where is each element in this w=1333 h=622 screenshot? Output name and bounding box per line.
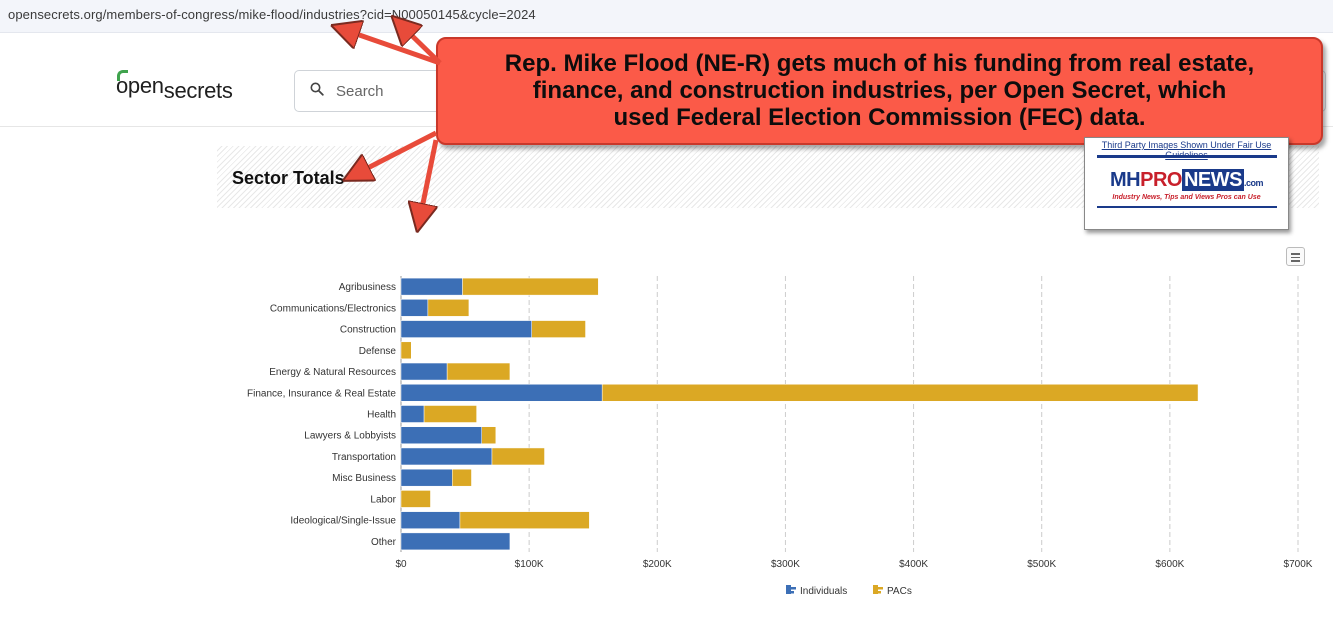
x-tick-label: $200K [643, 559, 672, 570]
legend-swatch-individuals [791, 587, 796, 590]
bar-individuals [400, 532, 511, 551]
divider [1097, 155, 1277, 158]
category-label: Ideological/Single-Issue [290, 516, 396, 527]
callout-line-2: finance, and construction industries, pe… [532, 77, 1227, 104]
bar-pacs [459, 511, 590, 529]
callout-line-3: used Federal Election Commission (FEC) d… [613, 104, 1146, 131]
mhpronews-logo: MHPRO NEWS .com [1110, 169, 1263, 191]
bar-pacs [446, 362, 511, 381]
bar-pacs [531, 320, 586, 338]
category-label: Misc Business [332, 473, 396, 484]
mhpronews-tagline: Industry News, Tips and Views Pros can U… [1112, 194, 1261, 201]
x-tick-label: $400K [899, 559, 928, 570]
x-tick-label: $300K [771, 559, 800, 570]
bar-pacs [481, 426, 497, 444]
bar-pacs [462, 277, 599, 296]
search-icon [310, 82, 324, 101]
legend-swatch-pacs [873, 585, 878, 594]
logo-secrets: secrets [163, 78, 233, 103]
section-title: Sector Totals [232, 168, 345, 188]
category-label: Communications/Electronics [270, 303, 396, 314]
logo-open: open [116, 70, 164, 98]
category-label: Health [367, 410, 396, 421]
legend-label-pacs[interactable]: PACs [887, 586, 912, 597]
annotation-callout: Rep. Mike Flood (NE-R) gets much of his … [436, 37, 1323, 145]
category-label: Other [371, 537, 397, 548]
x-tick-label: $700K [1284, 559, 1313, 570]
chart-menu-icon[interactable] [1286, 247, 1305, 266]
x-tick-label: $500K [1027, 559, 1056, 570]
x-tick-label: $0 [395, 559, 407, 570]
bar-pacs [400, 341, 412, 360]
legend-swatch-pacs [878, 587, 883, 590]
callout-line-1: Rep. Mike Flood (NE-R) gets much of his … [504, 50, 1255, 77]
category-label: Labor [370, 494, 396, 505]
legend-swatch-individuals [786, 585, 791, 594]
category-label: Lawyers & Lobbyists [304, 431, 396, 442]
bar-pacs [601, 384, 1199, 402]
x-tick-label: $600K [1155, 559, 1184, 570]
category-label: Energy & Natural Resources [269, 367, 396, 378]
bar-pacs [423, 405, 477, 423]
category-label: Transportation [332, 452, 396, 463]
category-label: Construction [340, 325, 396, 336]
bar-pacs [452, 468, 472, 487]
category-label: Finance, Insurance & Real Estate [247, 388, 396, 399]
legend-swatch-pacs [878, 591, 881, 594]
arrow-icon [345, 26, 442, 218]
divider [1097, 206, 1277, 208]
legend-label-individuals[interactable]: Individuals [800, 586, 847, 597]
opensecrets-logo[interactable]: opensecrets [116, 70, 233, 103]
x-tick-label: $100K [515, 559, 544, 570]
bar-pacs [491, 447, 545, 466]
bar-pacs [427, 299, 470, 317]
mhpronews-watermark: Third Party Images Shown Under Fair Use … [1084, 137, 1289, 230]
bar-pacs [400, 490, 431, 508]
browser-address-bar[interactable]: opensecrets.org/members-of-congress/mike… [0, 0, 1333, 33]
category-label: Defense [359, 346, 397, 357]
legend-swatch-individuals [791, 591, 794, 594]
search-input[interactable]: Search [336, 83, 384, 100]
category-label: Agribusiness [339, 282, 396, 293]
